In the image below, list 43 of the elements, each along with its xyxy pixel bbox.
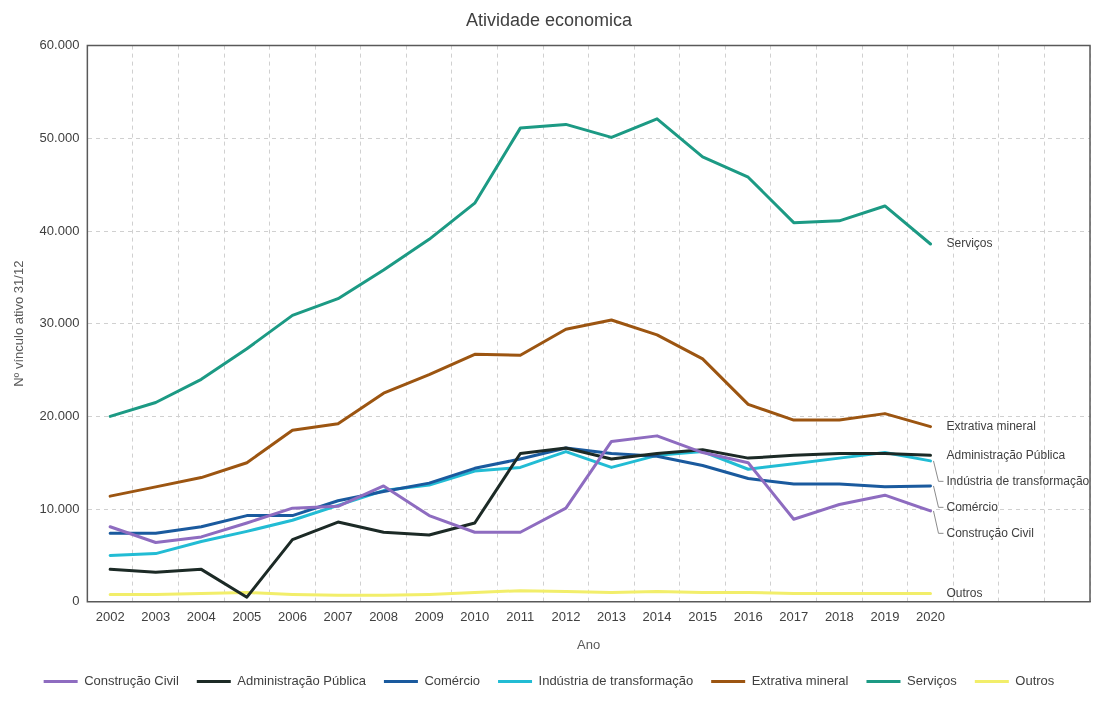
x-tick-label: 2009 <box>414 609 444 625</box>
x-tick-label: 2015 <box>688 609 718 625</box>
text: Serviços <box>946 236 993 251</box>
chart-title: Atividade economica <box>465 9 634 30</box>
y-tick-label: 20.000 <box>39 407 80 423</box>
text: Administração Pública <box>946 447 1066 462</box>
x-tick-label: 2010 <box>460 609 490 625</box>
y-tick-label: 40.000 <box>39 222 80 238</box>
y-tick-label: 60.000 <box>39 37 80 53</box>
x-tick-label: 2018 <box>824 609 854 625</box>
x-tick-label: 2017 <box>779 609 809 625</box>
legend-label: Administração Pública <box>237 673 367 689</box>
x-tick-label: 2008 <box>369 609 399 625</box>
x-tick-label: 2013 <box>597 609 626 625</box>
y-tick-label: 0 <box>72 593 80 609</box>
legend-label: Comércio <box>424 673 481 689</box>
x-tick-label: 2004 <box>186 609 216 625</box>
x-tick-label: 2006 <box>277 609 307 625</box>
y-tick-label: 10.000 <box>39 500 80 516</box>
x-tick-label: 2007 <box>323 609 353 625</box>
x-tick-label: 2016 <box>733 609 763 625</box>
legend-label: Serviços <box>906 673 958 689</box>
y-tick-label: 50.000 <box>39 129 80 145</box>
legend-label: Outros <box>1015 673 1055 689</box>
legend-label: Extrativa mineral <box>751 673 849 689</box>
x-tick-label: 2014 <box>642 609 672 625</box>
x-tick-label: 2002 <box>95 609 125 625</box>
text: Construção Civil <box>946 525 1034 540</box>
text: Extrativa mineral <box>946 418 1036 433</box>
x-tick-label: 2005 <box>232 609 262 625</box>
legend-label: Construção Civil <box>84 673 179 689</box>
x-axis-title: Ano <box>577 636 601 652</box>
x-tick-label: 2003 <box>141 609 171 625</box>
text: Indústria de transformação <box>946 473 1090 488</box>
text: Comércio <box>946 499 998 514</box>
x-tick-label: 2011 <box>506 609 535 625</box>
x-tick-label: 2019 <box>870 609 900 625</box>
legend-label: Indústria de transformação <box>538 673 694 689</box>
y-axis-title: Nº vínculo ativo 31/12 <box>11 260 27 387</box>
x-tick-label: 2020 <box>916 609 945 625</box>
text: Outros <box>946 585 983 600</box>
x-tick-label: 2012 <box>551 609 581 625</box>
y-tick-label: 30.000 <box>39 315 80 331</box>
